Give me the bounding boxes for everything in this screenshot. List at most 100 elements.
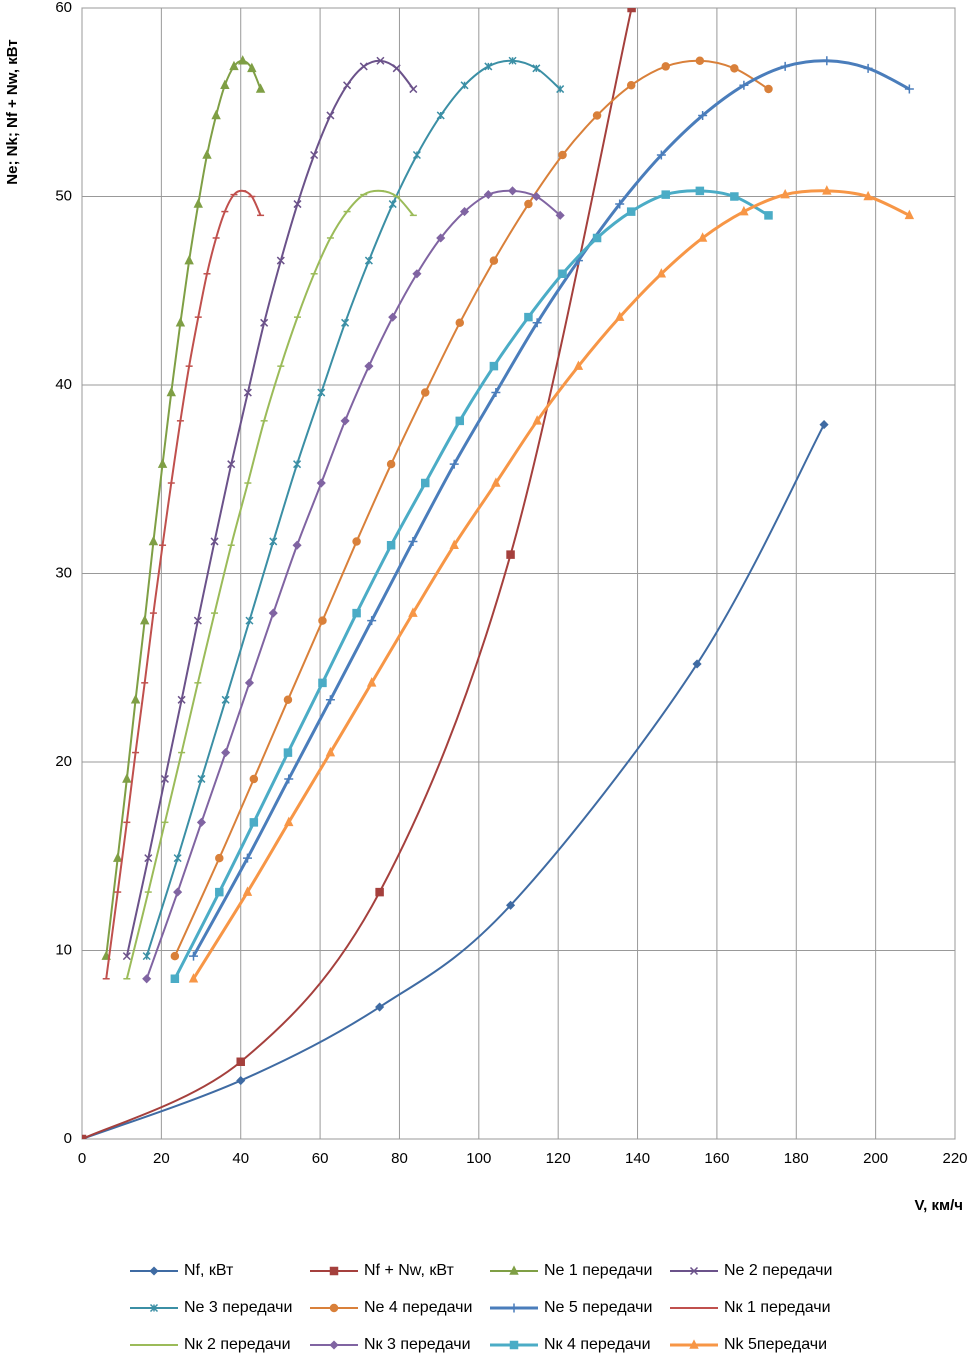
marker (592, 233, 602, 243)
marker (260, 318, 269, 327)
marker (508, 56, 517, 65)
marker (692, 659, 702, 669)
marker (388, 200, 397, 209)
marker (730, 64, 739, 73)
marker (509, 1340, 519, 1350)
marker (210, 537, 219, 546)
marker (236, 1057, 245, 1066)
marker (227, 460, 236, 469)
marker (555, 210, 565, 220)
marker (293, 460, 302, 469)
marker (412, 269, 422, 279)
marker (173, 854, 182, 863)
plot-area (82, 8, 915, 1139)
marker (491, 388, 501, 398)
legend-label: Nf, кВт (184, 1262, 234, 1279)
marker (489, 256, 499, 265)
marker (244, 678, 255, 688)
marker (376, 56, 385, 65)
marker (615, 199, 625, 209)
legend-label: Ne 2 передачи (724, 1262, 832, 1279)
marker (170, 951, 180, 961)
marker (420, 478, 430, 488)
marker (695, 56, 705, 66)
marker (157, 458, 168, 468)
marker (366, 677, 377, 687)
marker (661, 190, 670, 199)
x-tick-label: 180 (784, 1150, 809, 1167)
marker (822, 56, 832, 66)
marker (293, 200, 302, 209)
marker (122, 773, 132, 783)
legend-item: Nf, кВт (130, 1262, 234, 1279)
marker (329, 1340, 339, 1350)
marker (863, 190, 873, 201)
x-tick-label: 60 (312, 1150, 329, 1167)
marker (340, 416, 350, 426)
series-line (105, 189, 262, 979)
legend-item: Ne 5 передачи (490, 1299, 652, 1316)
x-tick-label: 120 (546, 1150, 571, 1167)
marker (82, 1134, 87, 1139)
legend-label: Nf + Nw, кВт (364, 1262, 454, 1279)
marker (352, 608, 361, 618)
x-tick-label: 40 (232, 1150, 249, 1167)
legend-label: Ne 4 передачи (364, 1299, 472, 1316)
legend: Nf, кВт Nf + Nw, кВт Ne 1 передачи Ne 2 пер… (130, 1262, 832, 1353)
marker (211, 109, 221, 120)
marker (245, 616, 254, 625)
marker (144, 854, 153, 863)
marker (388, 312, 398, 322)
marker (386, 459, 396, 469)
legend-item: Ne 1 передачи (490, 1262, 652, 1279)
marker (822, 185, 832, 195)
marker (420, 388, 430, 397)
marker (449, 459, 459, 469)
marker (329, 1266, 339, 1276)
y-tick-label: 20 (55, 753, 72, 770)
legend-label: Ne 3 передачи (184, 1299, 292, 1316)
marker (193, 616, 202, 625)
marker (507, 186, 518, 196)
marker (780, 61, 790, 71)
marker (229, 60, 239, 71)
marker (614, 311, 625, 321)
legend-item: Nf + Nw, кВт (310, 1262, 454, 1279)
y-tick-label: 40 (55, 376, 72, 393)
marker (484, 62, 493, 71)
marker (149, 1303, 159, 1313)
marker (408, 607, 418, 617)
marker (386, 540, 396, 550)
marker (509, 1303, 519, 1313)
legend-label: Nк 3 передачи (364, 1336, 471, 1353)
marker (283, 748, 293, 757)
marker (656, 268, 667, 278)
marker (284, 816, 294, 827)
marker (573, 360, 584, 370)
marker (558, 150, 567, 160)
marker (236, 1075, 246, 1086)
marker (197, 774, 206, 783)
marker (592, 111, 602, 120)
marker (193, 198, 203, 208)
marker (532, 415, 542, 425)
marker (249, 818, 259, 827)
marker (460, 81, 469, 90)
series-line (82, 8, 633, 1139)
marker (392, 64, 401, 73)
marker (310, 150, 319, 160)
legend-item: Ne 2 передачи (670, 1262, 832, 1279)
marker (904, 209, 915, 220)
marker (695, 186, 705, 196)
marker (364, 361, 374, 371)
x-tick-label: 100 (466, 1150, 491, 1167)
marker (189, 951, 199, 961)
marker (764, 84, 773, 94)
marker (449, 539, 459, 549)
x-tick-label: 220 (942, 1150, 967, 1167)
legend-item: Nк 4 передачи (490, 1336, 651, 1353)
marker (375, 887, 384, 897)
marker (764, 211, 773, 220)
marker (283, 695, 293, 705)
